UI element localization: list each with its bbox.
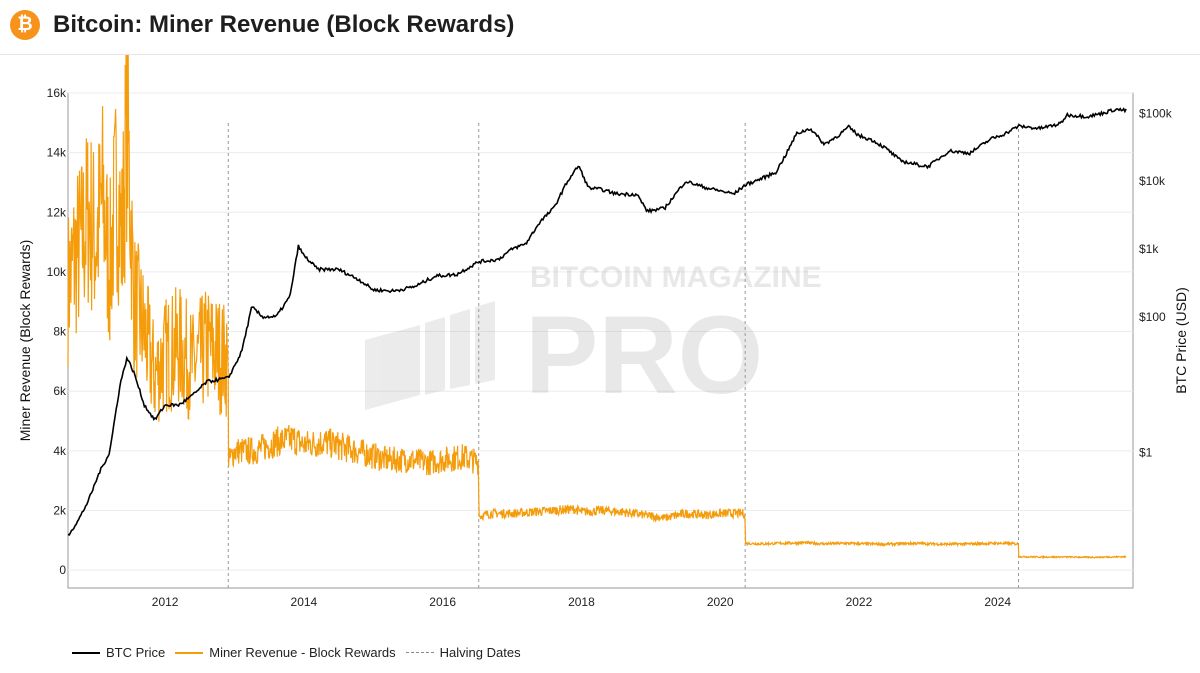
x-tick-label: 2022 bbox=[846, 595, 873, 609]
y-right-tick-label: $100k bbox=[1139, 106, 1173, 120]
y-left-tick-label: 16k bbox=[47, 86, 67, 100]
y-right-tick-label: $1 bbox=[1139, 445, 1153, 459]
legend-item-miner-revenue[interactable]: Miner Revenue - Block Rewards bbox=[175, 645, 396, 660]
y-left-tick-label: 14k bbox=[47, 146, 67, 160]
series-layer bbox=[67, 55, 1127, 560]
page-title: Bitcoin: Miner Revenue (Block Rewards) bbox=[53, 11, 515, 38]
y-axis-right-title: BTC Price (USD) bbox=[1173, 287, 1189, 394]
legend-swatch-miner-revenue bbox=[175, 651, 204, 654]
x-axis: 2012 2014 2016 2018 2020 2022 2024 bbox=[152, 595, 1012, 609]
legend-label: BTC Price bbox=[106, 645, 166, 660]
y-left-tick-label: 4k bbox=[53, 444, 67, 458]
y-right-tick-label: $1k bbox=[1139, 242, 1159, 256]
x-tick-label: 2016 bbox=[429, 595, 456, 609]
x-tick-label: 2024 bbox=[984, 595, 1011, 609]
x-tick-label: 2020 bbox=[707, 595, 734, 609]
watermark: BITCOIN MAGAZINE PRO bbox=[365, 261, 822, 417]
legend-label: Halving Dates bbox=[439, 645, 521, 660]
right-axis: $1 $100 $1k $10k $100k bbox=[1139, 106, 1173, 459]
y-left-tick-label: 12k bbox=[47, 205, 67, 219]
x-tick-label: 2018 bbox=[568, 595, 595, 609]
chart: BITCOIN MAGAZINE PRO 0 2k 4k 6k 8k 10k 12k 14k 1… bbox=[17, 55, 1189, 609]
watermark-logo-icon bbox=[365, 301, 495, 410]
y-left-tick-label: 2k bbox=[53, 503, 67, 517]
y-left-tick-label: 0 bbox=[59, 563, 66, 577]
y-right-tick-label: $10k bbox=[1139, 174, 1166, 188]
header: ₿ Bitcoin: Miner Revenue (Block Rewards) bbox=[0, 0, 1200, 55]
legend: BTC Price Miner Revenue - Block Rewards … bbox=[72, 645, 521, 660]
legend-swatch-btc-price bbox=[72, 651, 100, 654]
watermark-line2: PRO bbox=[525, 294, 763, 417]
y-left-tick-label: 10k bbox=[47, 265, 67, 279]
series-miner-revenue-line bbox=[67, 55, 1127, 560]
legend-label: Miner Revenue - Block Rewards bbox=[209, 645, 396, 660]
legend-item-btc-price[interactable]: BTC Price bbox=[72, 645, 165, 660]
y-axis-left-title: Miner Revenue (Block Rewards) bbox=[17, 240, 33, 442]
y-right-tick-label: $100 bbox=[1139, 310, 1166, 324]
legend-swatch-halving-dates bbox=[405, 652, 434, 653]
y-left-tick-label: 6k bbox=[53, 384, 67, 398]
series-btc-price-line bbox=[67, 107, 1127, 536]
left-axis: 0 2k 4k 6k 8k 10k 12k 14k 16k bbox=[47, 86, 67, 577]
x-tick-label: 2012 bbox=[152, 595, 179, 609]
y-left-tick-label: 8k bbox=[53, 325, 67, 339]
legend-item-halving-dates[interactable]: Halving Dates bbox=[405, 645, 521, 660]
watermark-line1: BITCOIN MAGAZINE bbox=[530, 261, 822, 294]
x-tick-label: 2014 bbox=[291, 595, 318, 609]
bitcoin-logo-icon: ₿ bbox=[10, 10, 40, 40]
